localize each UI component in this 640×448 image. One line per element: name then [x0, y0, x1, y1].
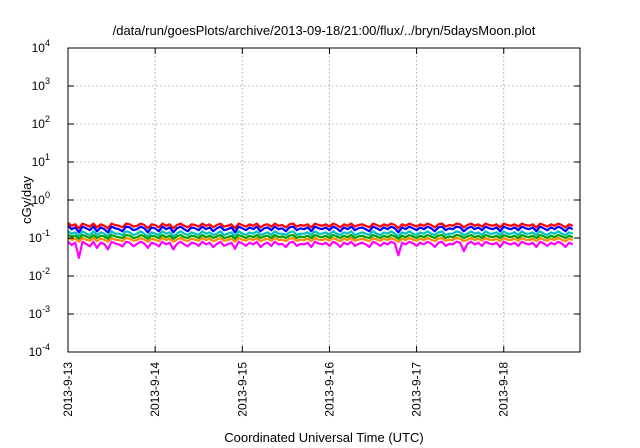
x-axis: 2013-9-13 2013-9-14 2013-9-15 2013-9-16 2013… — [61, 48, 511, 417]
x-tick-label: 2013-9-13 — [61, 362, 75, 417]
series-line-3 — [67, 230, 574, 238]
y-tick-label: 10-2 — [29, 266, 50, 283]
x-tick-label: 2013-9-16 — [322, 362, 336, 417]
y-tick-label: 10-3 — [29, 304, 50, 321]
y-tick-label: 10-1 — [29, 228, 50, 245]
series-line-1 — [67, 222, 574, 230]
chart-title: /data/run/goesPlots/archive/2013-09-18/2… — [113, 23, 536, 38]
y-tick-label: 10-4 — [29, 342, 50, 359]
y-tick-label: 102 — [32, 114, 50, 131]
y-tick-label: 100 — [32, 190, 50, 207]
series-group — [67, 222, 574, 259]
series-line-2 — [67, 225, 574, 234]
x-tick-label: 2013-9-17 — [410, 362, 424, 417]
y-axis-label: cGy/day — [19, 176, 34, 224]
y-axis: 10-4 10-3 10-2 10-1 100 101 102 103 104 — [29, 38, 580, 359]
x-axis-label: Coordinated Universal Time (UTC) — [224, 430, 423, 445]
x-tick-label: 2013-9-15 — [235, 362, 249, 417]
x-tick-label: 2013-9-14 — [148, 362, 162, 417]
grid — [68, 48, 580, 352]
series-line-4 — [67, 233, 574, 240]
series-line-5 — [67, 236, 574, 243]
x-tick-label: 2013-9-18 — [497, 362, 511, 417]
series-line-6 — [67, 240, 574, 259]
y-tick-label: 104 — [32, 38, 50, 55]
y-tick-label: 103 — [32, 76, 50, 93]
y-tick-label: 101 — [32, 152, 50, 169]
